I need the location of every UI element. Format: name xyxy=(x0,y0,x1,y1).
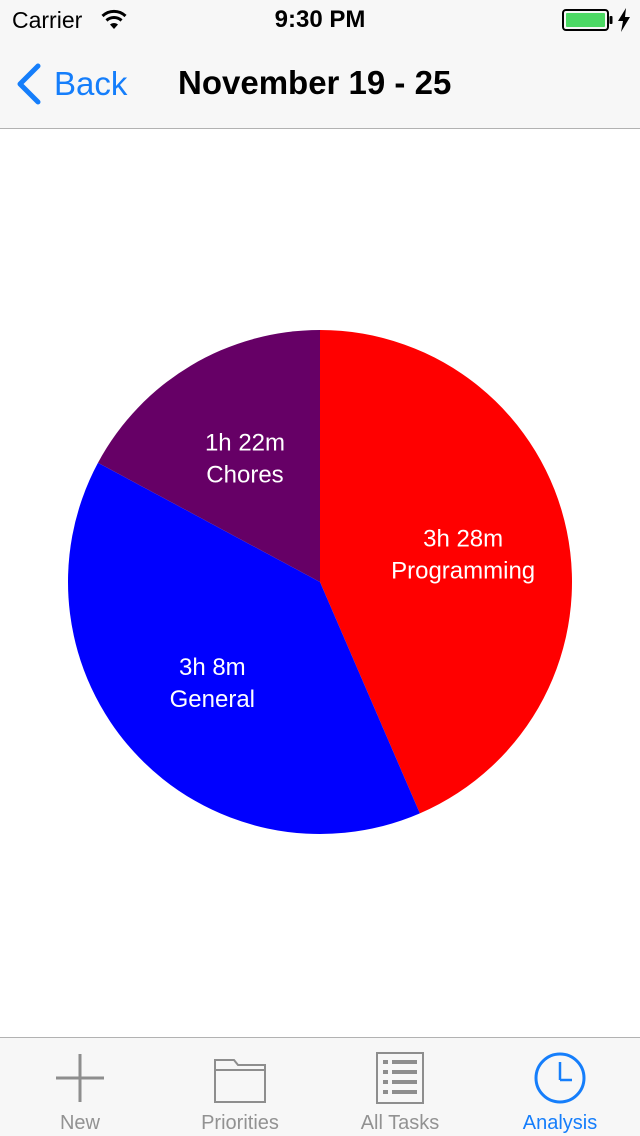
chart-area: 3h 28m Programming 3h 8m General 1h 22m Chore… xyxy=(0,129,640,1037)
pie-chart: 3h 28m Programming 3h 8m General 1h 22m Chore… xyxy=(67,330,573,834)
slice-name-label-general: General xyxy=(170,686,255,713)
status-bar: Carrier 9:30 PM xyxy=(0,0,640,40)
slice-name-label-programming: Programming xyxy=(391,557,535,584)
pie-slice-programming xyxy=(320,330,573,814)
back-button[interactable]: Back xyxy=(14,62,127,106)
list-icon xyxy=(376,1052,424,1104)
tab-new[interactable]: New xyxy=(0,1038,160,1136)
tab-label: All Tasks xyxy=(360,1112,440,1134)
tab-label: Priorities xyxy=(201,1112,279,1134)
slice-name-label-chores: Chores xyxy=(206,462,283,489)
slice-value-label-chores: 1h 22m xyxy=(205,430,285,457)
tab-bar: New Priorities All Tasks xyxy=(0,1037,640,1136)
folder-icon xyxy=(214,1059,266,1103)
battery-icon xyxy=(562,9,613,31)
plus-icon xyxy=(56,1054,104,1102)
pie-slice-general xyxy=(67,462,420,834)
charging-icon xyxy=(618,8,630,32)
status-time: 9:30 PM xyxy=(274,6,366,33)
page-title: November 19 - 25 xyxy=(178,64,452,101)
slice-value-label-general: 3h 8m xyxy=(179,654,246,681)
wifi-icon xyxy=(101,9,127,29)
slice-value-label-programming: 3h 28m xyxy=(423,525,503,552)
tab-analysis[interactable]: Analysis xyxy=(480,1038,640,1136)
back-button-label: Back xyxy=(54,65,128,102)
carrier-label: Carrier xyxy=(12,7,83,33)
tab-priorities[interactable]: Priorities xyxy=(160,1038,320,1136)
tab-label: New xyxy=(59,1112,100,1134)
clock-icon xyxy=(534,1052,586,1104)
navigation-bar: Back November 19 - 25 xyxy=(0,40,640,129)
tab-all-tasks[interactable]: All Tasks xyxy=(320,1038,480,1136)
pie-slice-chores xyxy=(98,330,320,582)
chevron-left-icon xyxy=(17,63,41,105)
tab-label: Analysis xyxy=(522,1112,598,1134)
